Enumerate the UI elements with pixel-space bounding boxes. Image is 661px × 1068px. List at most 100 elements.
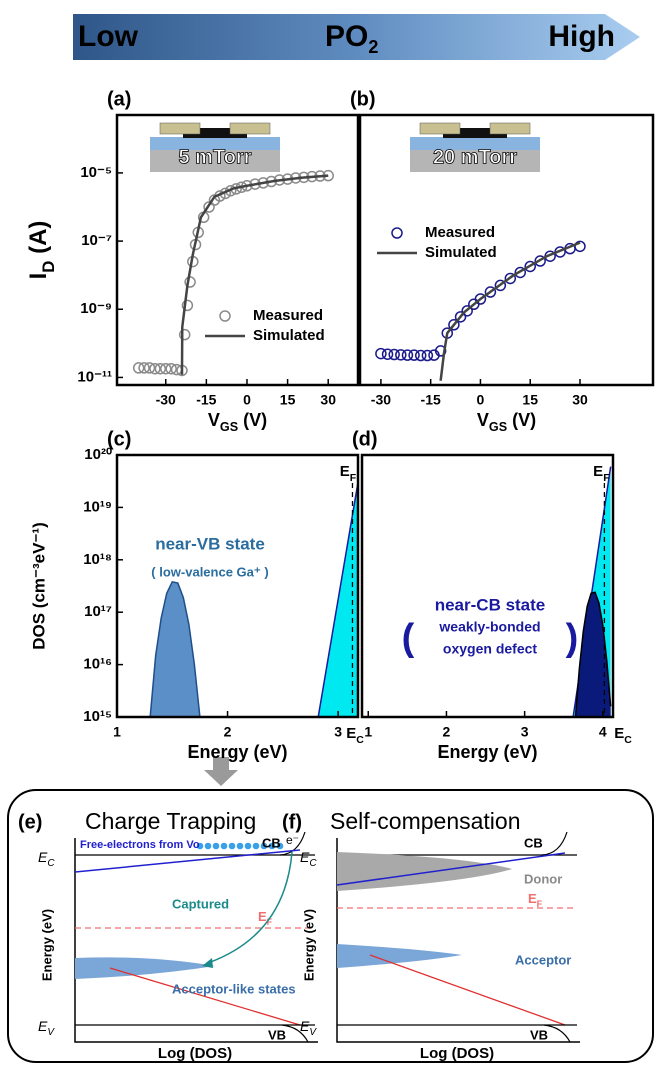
donor-label: Donor	[524, 871, 562, 886]
x-tick-label: 15	[522, 392, 538, 408]
x-tick-label: -30	[371, 392, 391, 408]
y-axis-label-main: I	[25, 273, 52, 280]
legend-label: Simulated	[425, 244, 497, 261]
fermi-label-sub: Fi	[350, 472, 359, 484]
cb-label: CB	[524, 835, 543, 850]
panel-title: Self-compensation	[330, 808, 521, 834]
panel-label: (b)	[350, 88, 376, 110]
x-axis-label: Energy (eV)	[437, 742, 537, 762]
plot-frame	[358, 113, 655, 387]
panel-label: (c)	[107, 428, 131, 450]
vb-tail	[369, 954, 566, 1026]
annotation: ( low-valence Ga⁺ )	[151, 564, 268, 579]
cb-curve	[541, 831, 568, 856]
x-tick-label: 0	[477, 392, 485, 408]
data-point	[514, 266, 527, 279]
y-tick-label: 10¹⁹	[83, 498, 112, 515]
capture-arrow	[207, 851, 293, 964]
device-channel	[443, 128, 507, 138]
x-axis-label: Energy (eV)	[187, 742, 287, 762]
arrow-head	[202, 958, 213, 968]
electrons	[196, 842, 284, 850]
plot-frame	[115, 453, 360, 719]
x-tick-label: 2	[443, 724, 451, 740]
device-channel	[183, 128, 247, 138]
data-point	[494, 279, 507, 292]
cb-tail	[336, 852, 566, 886]
po2-arrow	[73, 14, 640, 60]
ec-sub: C	[309, 858, 317, 869]
y-tick-label: 10²⁰	[84, 446, 112, 463]
ev-main: E	[300, 1018, 310, 1034]
x-tick-label: 30	[572, 392, 588, 408]
y-tick-label: 10¹⁵	[83, 708, 112, 725]
legend-marker	[219, 310, 231, 322]
ef-main: E	[258, 909, 267, 924]
y-axis-label-rest: (A)	[25, 221, 52, 261]
y-tick-label: 10⁻¹¹	[77, 368, 112, 385]
captured: Captured	[172, 896, 229, 911]
data-point	[181, 299, 194, 312]
device-electrode	[229, 122, 271, 135]
vb-curve	[543, 1024, 571, 1043]
fermi-label: EFi	[340, 463, 359, 484]
y-tick-label: 10¹⁸	[83, 551, 112, 568]
x-tick-label: 0	[243, 392, 251, 408]
x-tick-label: 4	[599, 724, 607, 740]
po2-main: PO	[325, 20, 368, 53]
low-label: Low	[78, 20, 139, 53]
fermi-label: EF	[593, 463, 610, 484]
data-point	[132, 362, 145, 374]
area-fill	[150, 581, 200, 717]
series-line	[439, 241, 581, 381]
ef-label: EF	[528, 891, 543, 909]
data-point	[159, 362, 172, 375]
y-tick-label: 10⁻⁵	[80, 164, 112, 181]
x-tick-label: 3	[334, 724, 342, 740]
data-point	[524, 260, 536, 273]
data-point	[401, 349, 414, 361]
ec-main: E	[300, 849, 310, 865]
data-point	[408, 349, 420, 361]
legend-label: Measured	[425, 224, 495, 241]
acceptor-label: Acceptor	[515, 952, 571, 967]
po2-label: PO2	[325, 20, 378, 57]
ef-main: E	[528, 891, 537, 906]
data-point	[143, 362, 156, 374]
x-tick-label: -15	[421, 392, 441, 408]
plot-frame	[115, 113, 360, 387]
panel-f: (f) Self-compensation CB Donor EC EF Acc…	[282, 808, 580, 1062]
donor-states	[337, 852, 512, 891]
series-line	[180, 174, 329, 375]
x-axis-label: Log (DOS)	[158, 1045, 232, 1062]
device-electrode	[489, 122, 531, 135]
x-tick-label: 30	[320, 392, 336, 408]
po2-sub: 2	[368, 37, 378, 57]
data-point	[574, 240, 586, 253]
data-point	[375, 347, 387, 360]
inset-label: 5 mTorr	[179, 146, 252, 168]
x-axis-label-rest: (V)	[507, 410, 536, 430]
x-tick-label: 15	[280, 392, 296, 408]
x-tick-label: -15	[196, 392, 216, 408]
panel-label: (d)	[352, 428, 378, 450]
y-tick-label: 10¹⁷	[84, 603, 112, 620]
y-tick-label: 10⁻⁹	[80, 300, 112, 317]
x-axis-label: VGS (V)	[208, 410, 267, 435]
ec-label-sub: C	[624, 734, 632, 746]
ec-label: EC	[614, 725, 632, 746]
axes	[74, 838, 318, 1043]
data-point	[474, 293, 487, 305]
ef-sub: F	[267, 917, 273, 927]
device-layer	[410, 137, 540, 150]
x-axis-label: VGS (V)	[477, 410, 536, 435]
ec-label-sub: C	[356, 734, 364, 746]
device-electrode	[419, 122, 461, 135]
acceptor-states	[337, 944, 462, 968]
panel-label: (f)	[282, 811, 302, 833]
device-layer	[150, 137, 280, 150]
vb-label: VB	[268, 1027, 286, 1042]
data-point	[504, 272, 517, 285]
cb-tail	[74, 849, 301, 873]
data-point	[203, 201, 215, 213]
